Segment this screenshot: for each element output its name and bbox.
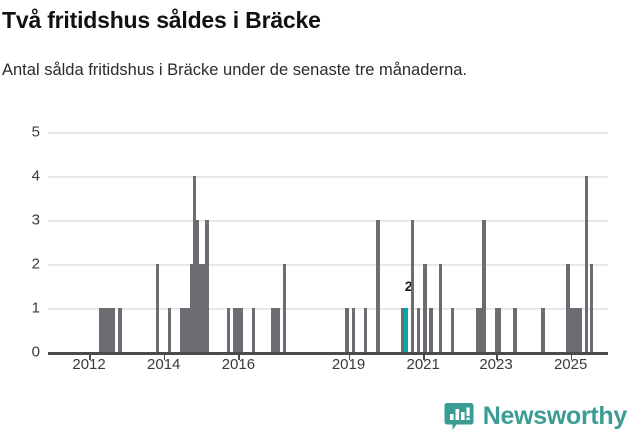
bar	[193, 176, 197, 352]
bar	[270, 308, 275, 352]
x-axis-tick-label: 2025	[553, 356, 588, 373]
bar	[417, 308, 421, 352]
bar	[102, 308, 107, 352]
y-axis-tick-label: 4	[31, 167, 40, 185]
bar	[494, 308, 499, 352]
bar	[429, 308, 433, 352]
bar	[112, 308, 116, 352]
highlighted-bar	[404, 308, 408, 352]
bar	[202, 264, 206, 352]
x-axis-tick	[423, 352, 425, 360]
bar	[482, 220, 486, 352]
gridline	[48, 176, 608, 178]
x-axis-tick-label: 2019	[331, 356, 366, 373]
bar	[566, 264, 570, 352]
y-axis-tick-label: 3	[31, 211, 40, 229]
bar	[236, 308, 241, 352]
bar	[180, 308, 184, 352]
y-axis-tick-label: 1	[31, 299, 40, 317]
bar	[274, 308, 278, 352]
bar	[155, 264, 160, 352]
bar	[589, 264, 593, 352]
y-axis-tick-label: 2	[31, 255, 40, 273]
bar	[451, 308, 455, 352]
bar	[351, 308, 356, 352]
x-axis-line	[48, 352, 608, 355]
y-axis-tick-label: 0	[31, 343, 40, 361]
bar	[572, 308, 577, 352]
bar	[410, 220, 415, 352]
x-axis-tick-label: 2021	[406, 356, 440, 373]
x-axis-tick	[238, 352, 240, 360]
bar	[376, 220, 380, 352]
bar	[476, 308, 480, 352]
bar-chart-speech-bubble-icon	[444, 401, 474, 431]
bar	[105, 308, 110, 352]
x-axis-tick-label: 2014	[147, 356, 181, 373]
bar	[252, 308, 256, 352]
bar	[578, 308, 583, 352]
gridline	[48, 220, 608, 222]
footer-branding: Newsworthy	[444, 401, 627, 431]
bar	[569, 308, 573, 352]
x-axis-tick	[570, 352, 573, 360]
bar	[118, 308, 122, 352]
x-axis-tick-label: 2012	[72, 356, 106, 373]
x-axis-tick	[348, 352, 351, 360]
bar	[423, 264, 427, 352]
bar	[233, 308, 237, 352]
newsworthy-logo-text: Newsworthy	[482, 401, 628, 430]
bar	[575, 308, 580, 352]
chart-subtitle: Antal sålda fritidshus i Bräcke under de…	[2, 61, 468, 79]
bar	[345, 308, 349, 352]
bar	[479, 308, 483, 352]
bar	[99, 308, 103, 352]
bar-value-label: 2	[404, 278, 413, 294]
y-axis-labels: 0 1 2 3 4 5	[0, 124, 40, 361]
bar	[513, 308, 517, 352]
bar	[186, 308, 191, 352]
y-axis-tick-label: 5	[31, 123, 40, 141]
bar	[189, 264, 194, 352]
bar	[239, 308, 244, 352]
bar	[205, 220, 209, 352]
bar	[109, 308, 113, 352]
chart-plot-wrapper: 0 1 2 3 4 5 2 2012 2014 2016 2019 2021 2023 2025	[0, 120, 631, 373]
x-axis-tick	[89, 352, 91, 360]
x-axis-tick-label: 2016	[221, 356, 256, 373]
gridline	[48, 264, 608, 266]
bar	[438, 264, 443, 352]
bar	[277, 308, 281, 352]
page-title: Två fritidshus såldes i Bräcke	[2, 7, 321, 33]
bar	[584, 176, 589, 352]
bar	[199, 264, 203, 352]
bar	[283, 264, 287, 352]
gridline	[48, 308, 608, 310]
x-axis-tick	[163, 352, 166, 360]
plot-area: 2	[48, 132, 608, 360]
bar	[401, 308, 405, 352]
bar	[183, 308, 188, 352]
bar	[227, 308, 231, 352]
gridline	[48, 132, 608, 134]
bar	[498, 308, 502, 352]
bar	[364, 308, 368, 352]
x-axis-tick	[496, 352, 498, 360]
bar	[196, 220, 200, 352]
x-axis-tick-label: 2023	[479, 356, 513, 373]
bar	[541, 308, 545, 352]
bar	[168, 308, 172, 352]
